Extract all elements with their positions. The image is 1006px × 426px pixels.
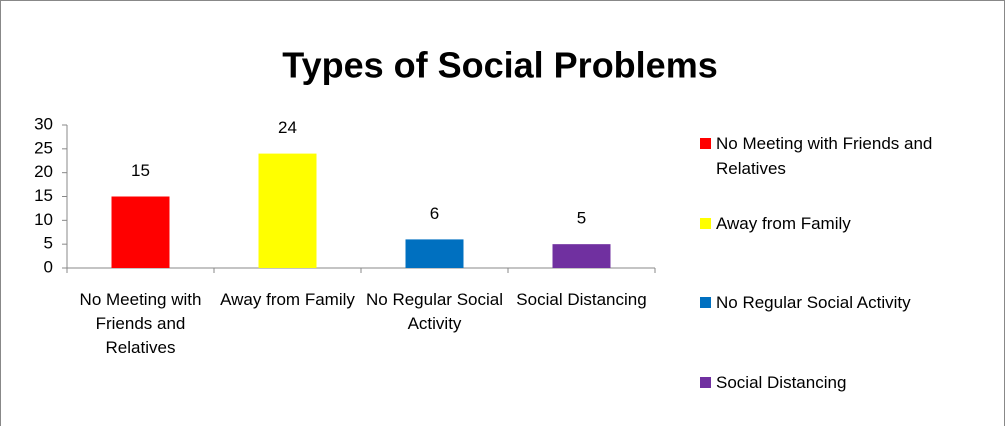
data-label: 6 — [430, 204, 439, 223]
bar — [111, 196, 170, 268]
x-tick-label: Away from Family — [220, 290, 355, 309]
data-label: 5 — [577, 209, 586, 228]
y-tick-label: 30 — [34, 114, 53, 133]
y-tick-label: 0 — [44, 257, 53, 276]
legend-swatch — [700, 376, 711, 388]
legend-label: Away from Family — [716, 213, 851, 233]
y-tick-label: 25 — [34, 138, 53, 157]
legend-label: Social Distancing — [716, 372, 847, 392]
x-tick-label: No Regular Social Activity — [365, 290, 503, 333]
legend-swatch — [700, 138, 711, 149]
bar — [552, 244, 611, 268]
data-label: 24 — [278, 118, 297, 137]
legend-label: No Meeting with Friends and Relatives — [716, 134, 933, 178]
data-label: 15 — [131, 161, 150, 180]
y-tick-label: 20 — [34, 162, 53, 181]
bar — [405, 239, 464, 268]
y-tick-label: 10 — [34, 210, 53, 229]
y-tick-label: 15 — [34, 186, 53, 205]
legend-label: No Regular Social Activity — [716, 293, 911, 312]
chart-title: Types of Social Problems — [282, 45, 717, 86]
legend-swatch — [700, 297, 711, 308]
bar — [258, 153, 317, 268]
x-tick-label: No Meeting with Friends and Relatives — [79, 290, 202, 357]
legend-swatch — [700, 217, 711, 229]
y-tick-label: 5 — [44, 234, 53, 253]
x-tick-label: Social Distancing — [516, 290, 647, 309]
